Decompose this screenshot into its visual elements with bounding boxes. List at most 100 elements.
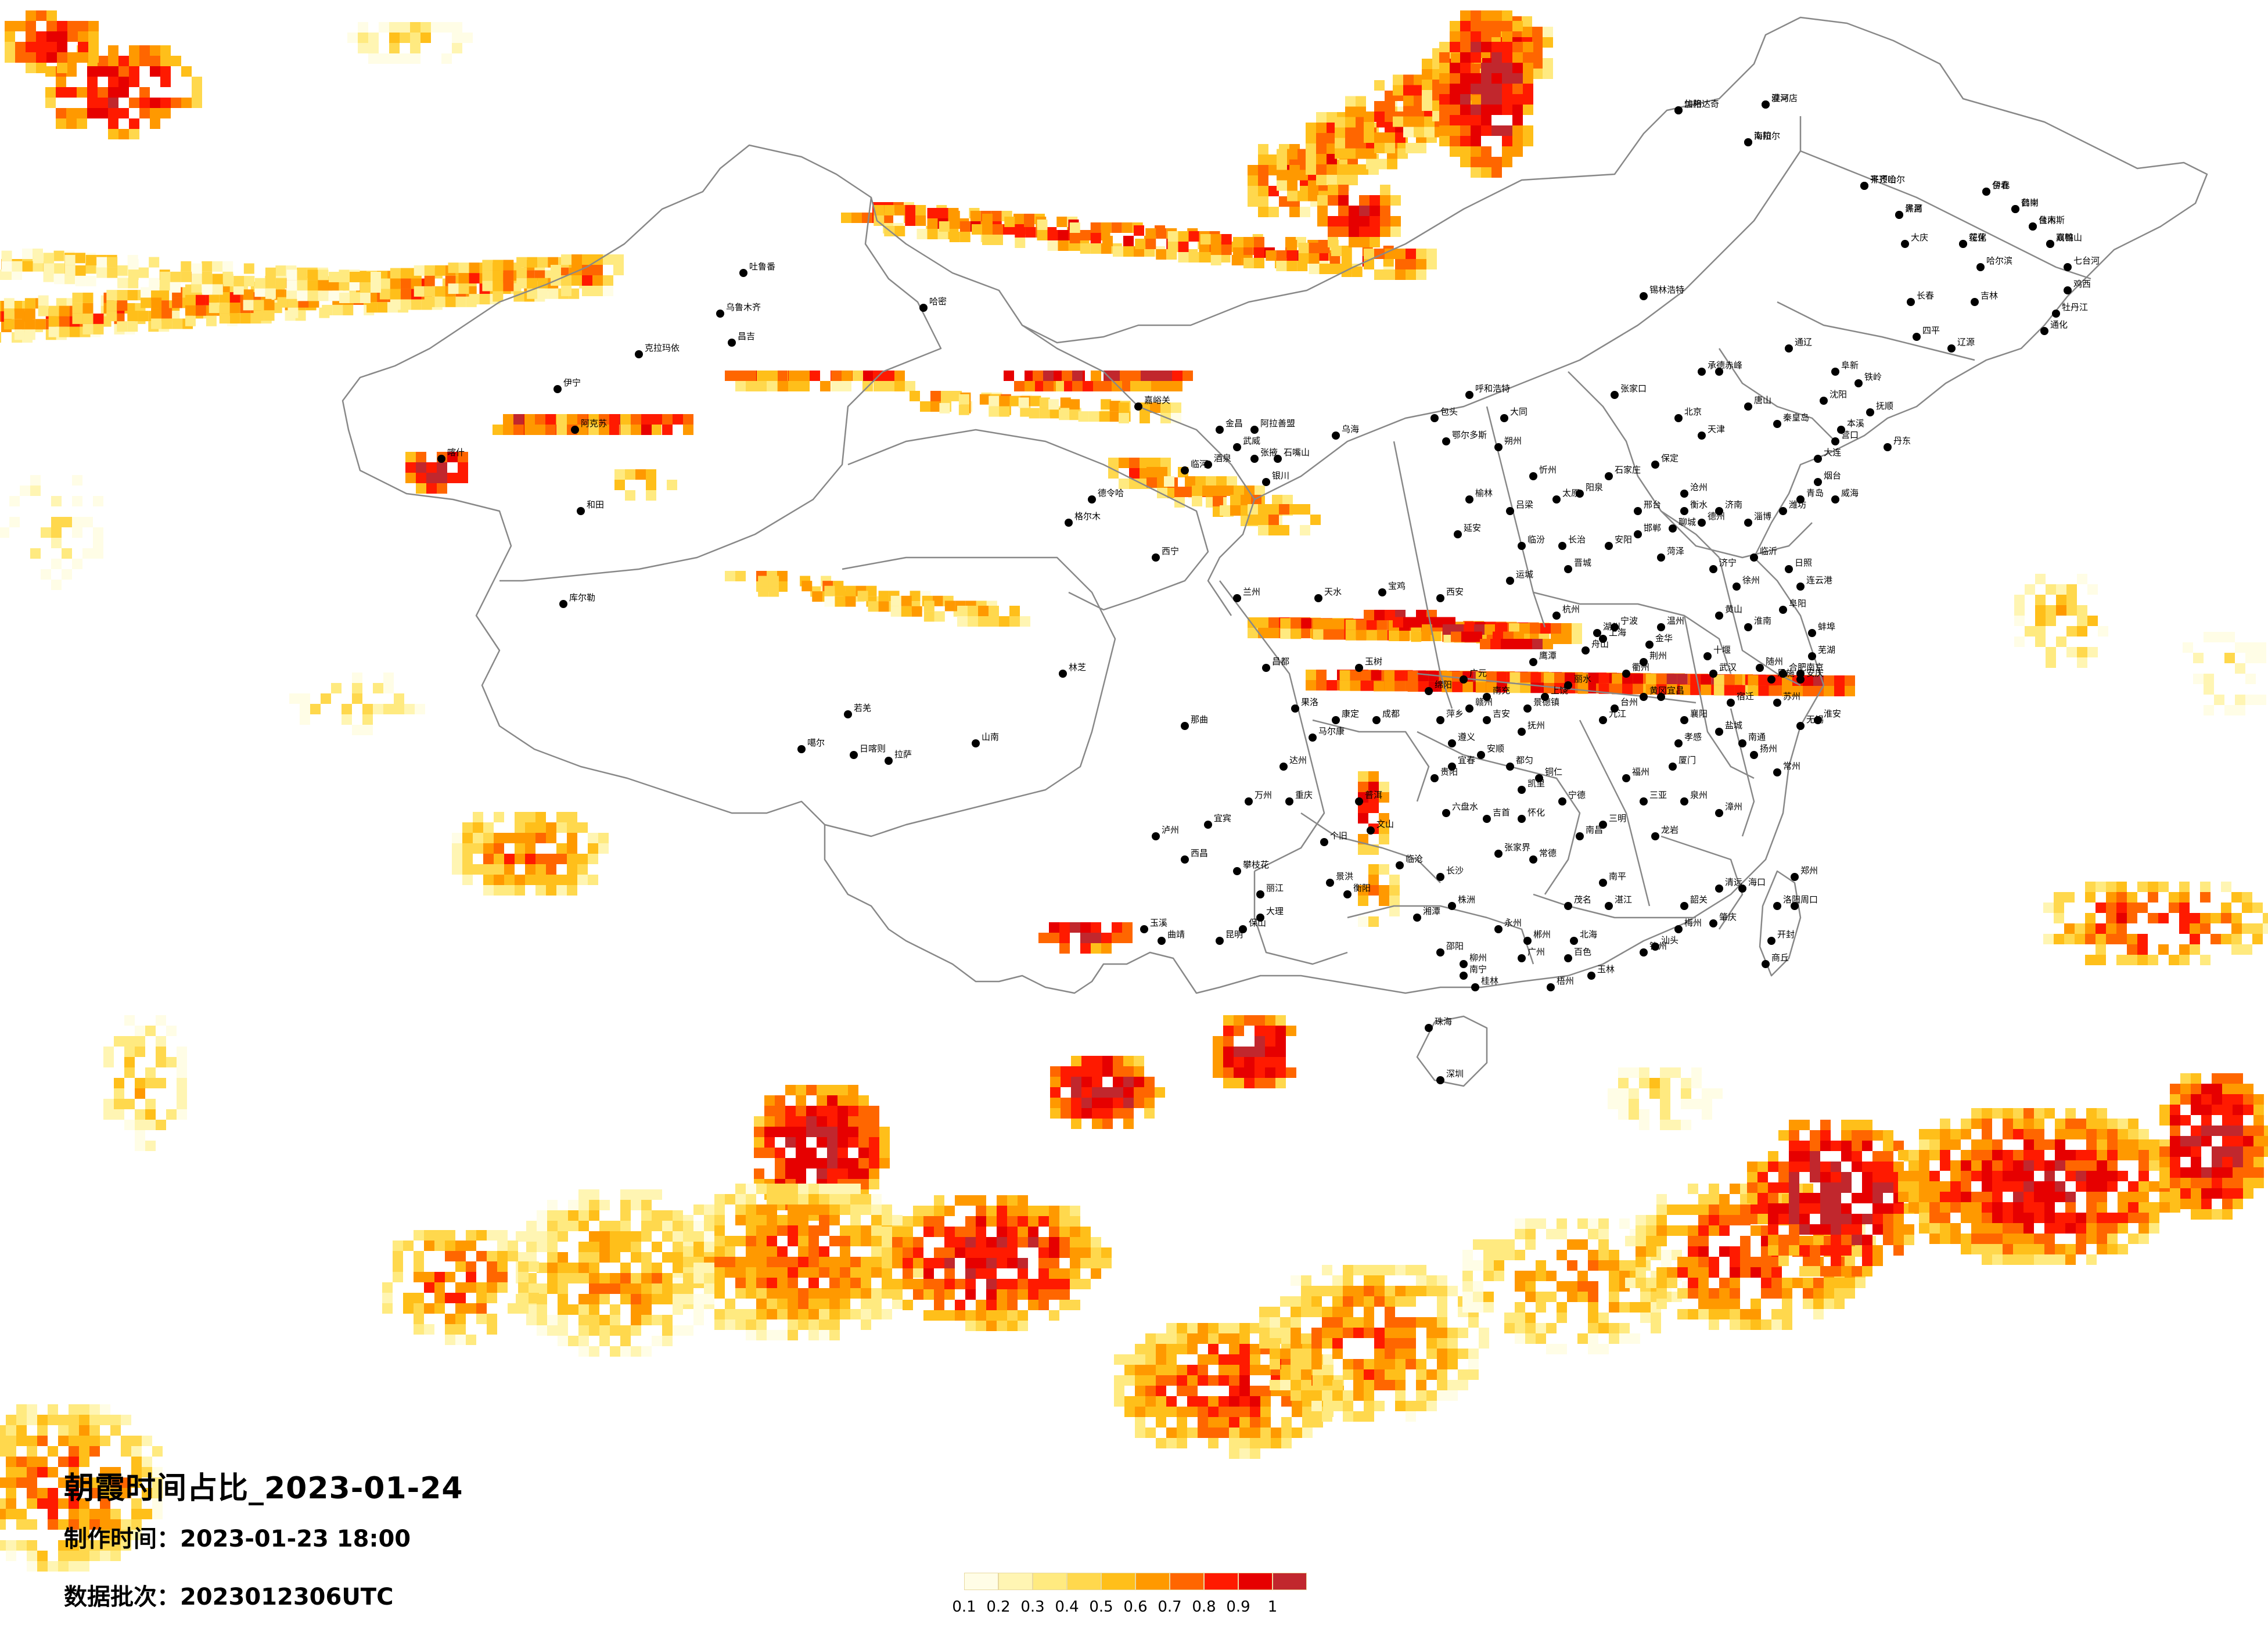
city-label: 都匀 — [1516, 755, 1533, 765]
city-dot — [1593, 629, 1601, 637]
city-dot — [1279, 763, 1288, 771]
city-label: 本溪 — [1847, 418, 1864, 429]
city-label: 鹰潭 — [1539, 650, 1557, 661]
city-dot — [1430, 774, 1439, 782]
city-label: 桂林 — [1481, 976, 1498, 986]
city-dot — [1651, 832, 1659, 840]
city-label: 邢台 — [1644, 499, 1661, 510]
city-label: 牡丹江 — [2062, 302, 2088, 312]
city-dot — [1570, 937, 1578, 945]
city-label: 苏州 — [1783, 691, 1800, 702]
city-dot — [1831, 495, 1839, 504]
city-label: 台南 — [2039, 215, 2056, 225]
city-dot — [1651, 461, 1659, 469]
city-dot — [1715, 884, 1723, 893]
city-label: 台北 — [1992, 180, 2010, 190]
city-label: 通化 — [2050, 319, 2068, 330]
city-dot — [1860, 182, 1868, 190]
batch-value: 2023012306UTC — [180, 1584, 393, 1610]
city-dot — [1669, 524, 1677, 533]
city-dot — [1640, 693, 1648, 701]
city-label: 台中 — [2021, 197, 2039, 208]
city-dot — [1820, 397, 1828, 405]
city-dot — [1767, 675, 1775, 684]
legend-swatch-10 — [1273, 1573, 1307, 1590]
city-label: 连云港 — [1806, 575, 1832, 585]
city-dot — [1518, 786, 1526, 794]
city-dot — [728, 339, 736, 347]
city-dot — [1738, 739, 1746, 747]
city-dot — [1976, 263, 1985, 271]
city-label: 湛江 — [1615, 894, 1632, 905]
city-label: 拉萨 — [894, 749, 912, 760]
city-dot — [1460, 972, 1468, 980]
city-dot — [1738, 884, 1746, 893]
city-dot — [1494, 925, 1503, 933]
city-label: 库尔勒 — [569, 592, 595, 603]
city-dot — [1605, 472, 1613, 480]
city-label: 兰州 — [1243, 587, 1260, 597]
legend-tick-label: 0.4 — [1055, 1598, 1079, 1616]
city-dot — [1216, 426, 1224, 434]
city-dot — [1599, 879, 1607, 887]
city-label: 南京 — [1806, 662, 1824, 673]
city-label: 铁岭 — [1864, 372, 1882, 382]
city-label: 张家口 — [1620, 383, 1647, 394]
city-label: 长沙 — [1446, 865, 1464, 876]
made-time-label: 制作时间： — [64, 1526, 180, 1552]
city-dot — [1483, 815, 1491, 823]
city-label: 鄂尔多斯 — [1452, 430, 1487, 440]
city-label: 福州 — [1632, 767, 1649, 777]
city-label: 昌吉 — [738, 331, 755, 341]
city-label: 哈尔滨 — [1986, 256, 2012, 266]
city-dot — [1460, 675, 1468, 684]
city-dot — [1576, 490, 1584, 498]
city-label: 临沂 — [1760, 546, 1777, 556]
city-dot — [1465, 391, 1473, 399]
city-label: 金昌 — [1225, 418, 1243, 429]
city-dot — [1698, 368, 1706, 376]
city-label: 阿克苏 — [581, 418, 607, 429]
city-dot — [553, 385, 562, 393]
city-label: 晋城 — [1574, 558, 1591, 568]
city-dot — [1727, 699, 1735, 707]
city-label: 衢州 — [1632, 662, 1649, 673]
city-label: 六盘水 — [1452, 801, 1478, 812]
city-dot — [1309, 733, 1317, 742]
city-label: 那曲 — [1191, 714, 1208, 725]
city-dot — [1256, 890, 1264, 898]
city-label: 重庆 — [1295, 790, 1313, 800]
city-label: 酒泉 — [1214, 453, 1231, 463]
city-label: 孝感 — [1684, 732, 1702, 742]
city-dot — [1831, 437, 1839, 445]
city-dot — [577, 507, 585, 515]
city-dot — [1250, 426, 1259, 434]
legend-swatch-1 — [964, 1573, 998, 1590]
city-label: 格尔木 — [1074, 511, 1101, 522]
city-label: 南昌 — [1586, 825, 1603, 835]
city-label: 深圳 — [1446, 1069, 1464, 1079]
city-label: 马尔康 — [1318, 726, 1345, 736]
city-label: 营口 — [1841, 430, 1859, 440]
city-dot — [1674, 925, 1683, 933]
city-label: 长治 — [1568, 534, 1586, 545]
city-label: 驻马店 — [1771, 93, 1798, 103]
city-label: 厦门 — [1678, 755, 1696, 765]
city-dot — [1680, 902, 1688, 910]
city-label: 南通 — [1748, 732, 1766, 742]
city-label: 西昌 — [1191, 848, 1208, 858]
city-dot — [1552, 612, 1561, 620]
city-dot — [844, 710, 852, 718]
city-label: 宜宾 — [1214, 813, 1231, 824]
legend-tick-label: 0.8 — [1192, 1598, 1216, 1616]
city-dot — [1134, 402, 1142, 411]
city-dot — [1430, 414, 1439, 422]
city-label: 若羌 — [854, 703, 871, 713]
legend-tick-label: 0.2 — [986, 1598, 1010, 1616]
city-label: 宜昌 — [1667, 685, 1684, 696]
city-dot — [1436, 873, 1444, 881]
city-label: 文山 — [1376, 819, 1394, 829]
city-label: 吉安 — [1493, 709, 1510, 719]
city-label: 韶关 — [1690, 894, 1708, 905]
legend-swatches — [964, 1573, 1313, 1590]
